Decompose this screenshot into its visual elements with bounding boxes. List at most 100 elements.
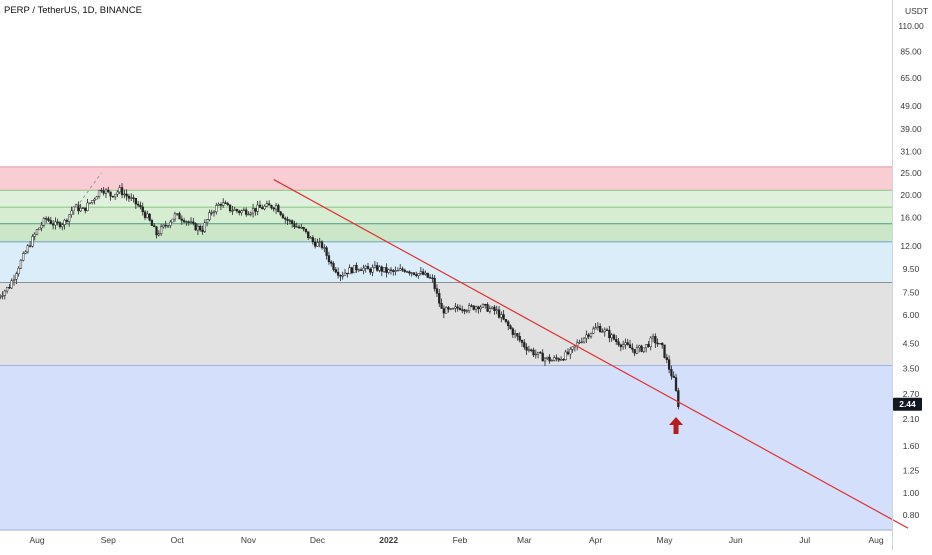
candle	[571, 346, 574, 353]
candle	[415, 271, 418, 278]
candle	[272, 206, 275, 212]
candle	[426, 272, 429, 279]
candle	[17, 266, 20, 277]
candle	[54, 217, 57, 230]
candle	[336, 267, 340, 279]
price-axis[interactable]: 110.00 85.00 65.00 49.00 39.00 31.00 25.00 20.0…	[898, 21, 924, 520]
candle	[633, 349, 636, 357]
candle	[665, 353, 668, 364]
candle	[541, 349, 544, 362]
candle	[417, 272, 420, 279]
candle	[1, 291, 4, 300]
candle	[28, 241, 32, 248]
chart-title: PERP / TetherUS, 1D, BINANCE	[4, 5, 142, 16]
candle	[658, 343, 662, 345]
candle	[382, 267, 386, 274]
candle	[171, 218, 174, 223]
candle	[132, 194, 135, 203]
candle	[274, 202, 278, 214]
price-tick-label: 39.00	[900, 124, 922, 134]
candle	[309, 235, 312, 239]
candle	[300, 223, 303, 229]
candle	[339, 274, 342, 282]
candle	[667, 355, 671, 374]
candle	[493, 305, 496, 315]
candle	[15, 271, 18, 285]
candle	[477, 305, 480, 314]
candle	[396, 267, 400, 272]
candle	[51, 219, 55, 230]
candle	[580, 337, 583, 344]
time-axis[interactable]: Aug Sep Oct Nov Dec 2022 Feb Mar Apr May Jun Jul Aug	[29, 535, 883, 545]
candle	[488, 305, 491, 314]
candle	[150, 218, 154, 226]
candle	[610, 332, 613, 342]
candle	[520, 339, 524, 347]
candle	[626, 338, 629, 346]
trendline[interactable]	[273, 179, 909, 529]
candle	[617, 338, 620, 347]
candle	[507, 320, 510, 331]
price-tick-label: 7.50	[903, 288, 920, 298]
price-tick-label: 6.00	[903, 310, 920, 320]
candle	[95, 195, 98, 200]
candle	[35, 228, 39, 236]
candle	[440, 298, 443, 309]
candle	[385, 263, 388, 278]
candle	[205, 219, 209, 227]
candle	[599, 323, 602, 333]
candle	[293, 220, 296, 229]
candle	[454, 302, 457, 313]
candle	[114, 193, 117, 200]
candle	[58, 220, 62, 229]
candle	[134, 197, 137, 210]
candle	[91, 200, 94, 205]
candle	[389, 266, 393, 275]
candle	[290, 219, 294, 228]
candle	[219, 202, 223, 211]
candle	[587, 332, 590, 340]
candle	[534, 349, 537, 359]
candle	[118, 184, 121, 195]
candle	[654, 333, 657, 349]
candle	[107, 186, 110, 194]
candle	[162, 224, 165, 229]
candle	[56, 218, 59, 226]
candle	[125, 189, 128, 201]
candle	[330, 260, 333, 267]
price-tick-label: 25.00	[900, 168, 922, 178]
candle	[672, 371, 675, 378]
candle	[663, 344, 666, 359]
candle	[589, 332, 593, 339]
candle	[120, 183, 124, 199]
candle	[166, 224, 170, 229]
candle	[254, 208, 257, 216]
candle	[104, 188, 108, 198]
candle	[348, 264, 351, 275]
candle	[22, 251, 25, 262]
time-tick-label: Jun	[729, 535, 743, 545]
candle	[61, 222, 64, 231]
candle	[592, 326, 595, 335]
zone-1	[0, 166, 892, 191]
price-tick-label: 85.00	[900, 46, 922, 56]
candle	[566, 348, 570, 356]
candle	[31, 234, 34, 248]
candle	[410, 272, 413, 277]
candle	[10, 278, 13, 289]
candle	[199, 224, 202, 232]
candle	[341, 271, 344, 280]
candle	[233, 206, 236, 211]
candle	[0, 294, 2, 300]
candle	[127, 193, 131, 202]
candle	[139, 201, 142, 210]
candle	[373, 261, 377, 269]
candle	[387, 268, 390, 275]
time-tick-label: Oct	[171, 535, 185, 545]
time-tick-label: Dec	[310, 535, 326, 545]
candle	[208, 209, 211, 222]
candle	[474, 305, 478, 313]
candle	[564, 349, 567, 361]
candle	[530, 348, 533, 353]
